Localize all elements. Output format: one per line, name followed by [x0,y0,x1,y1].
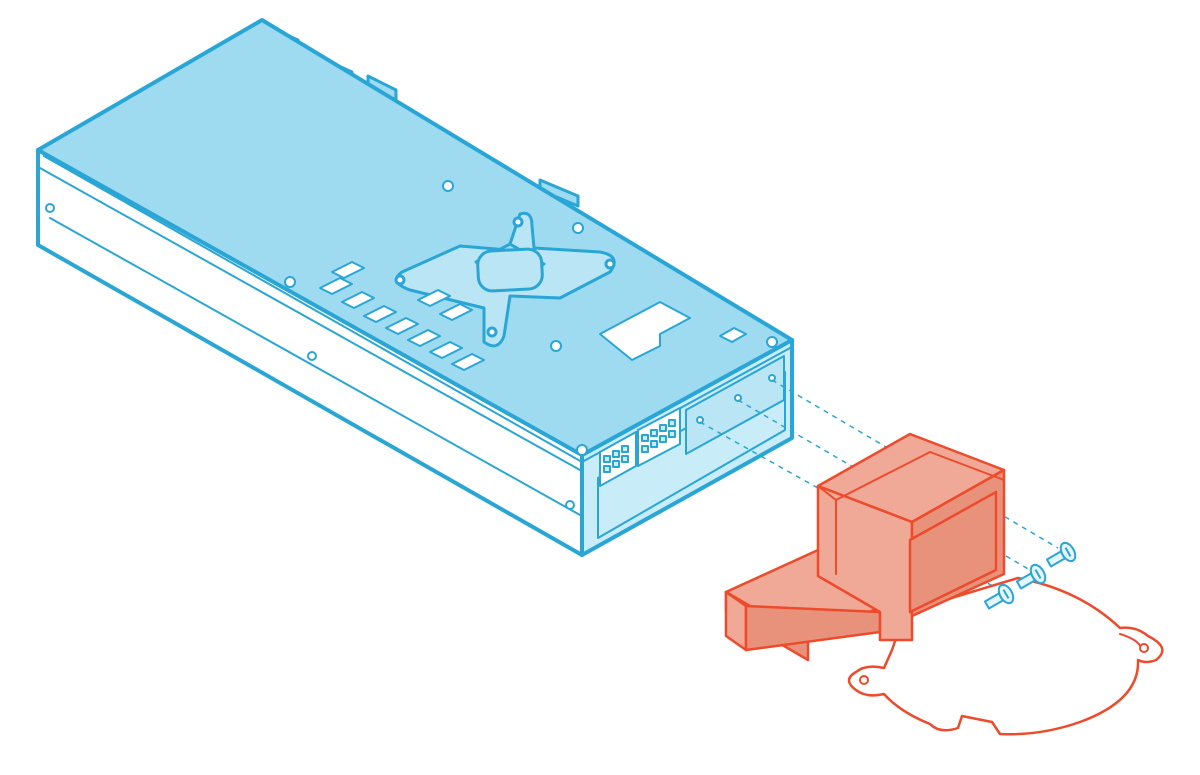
vrm-pads [319,261,747,371]
power-connector [637,407,681,467]
power-connector [599,431,637,487]
screw-icon [1015,563,1047,590]
graphics-card [36,18,794,557]
mounting-screws [983,541,1077,610]
screw-icon [1045,541,1077,568]
card-fastener-dots [45,203,776,510]
io-plate [685,355,785,455]
duct-wing-bottom [744,604,882,652]
card-top-face [36,18,794,457]
card-top-bevel [43,155,791,463]
plate-hole [1139,643,1149,653]
duct-edge [817,451,1005,501]
blower-base-plate [847,576,1164,736]
cross-bracket [394,211,616,348]
top-screws [284,180,778,456]
duct-outlet [908,490,998,614]
card-side-seam [39,167,581,471]
blower-assembly [724,432,1164,736]
plate-hole [859,675,869,685]
screw-icon [983,583,1015,610]
card-side-seam [49,217,581,516]
